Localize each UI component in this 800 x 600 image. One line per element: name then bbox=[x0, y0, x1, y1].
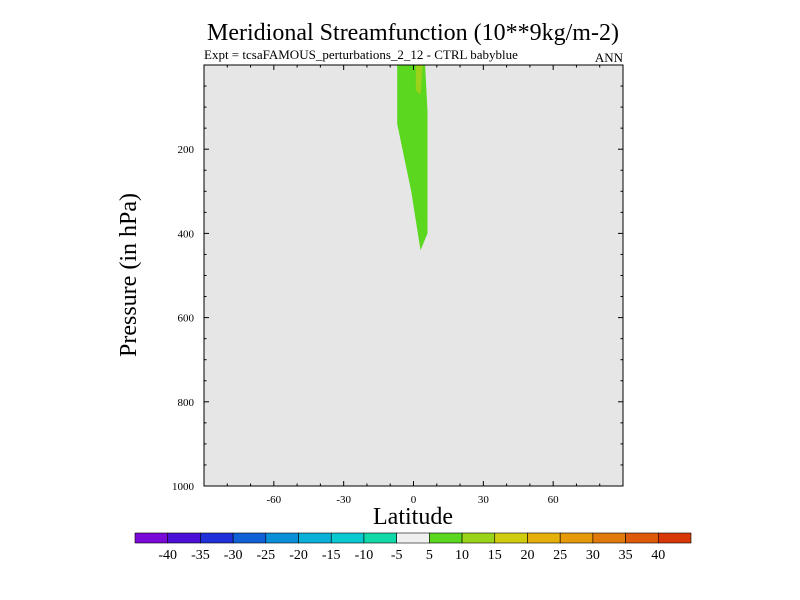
x-tick-label: 60 bbox=[548, 494, 560, 506]
colorbar-label: 40 bbox=[651, 548, 665, 563]
colorbar-label: 30 bbox=[586, 548, 600, 563]
chart-title: Meridional Streamfunction (10**9kg/m-2) bbox=[207, 20, 619, 46]
colorbar-swatch bbox=[429, 532, 463, 544]
contour-regions bbox=[397, 65, 428, 251]
colorbar-label: -10 bbox=[355, 548, 374, 563]
contour-10-to-15 bbox=[415, 65, 423, 95]
colorbar-swatch bbox=[232, 532, 267, 544]
colorbar-swatch bbox=[134, 532, 169, 544]
colorbar-label: 5 bbox=[426, 548, 433, 563]
colorbar-swatch bbox=[330, 532, 365, 544]
x-tick-label: -60 bbox=[266, 494, 281, 506]
x-axis-label: Latitude bbox=[373, 504, 453, 530]
colorbar-swatch bbox=[200, 532, 234, 544]
colorbar-swatch bbox=[657, 532, 692, 544]
colorbar-swatch bbox=[592, 532, 626, 544]
colorbar-swatch bbox=[363, 532, 397, 544]
y-tick-label: 1000 bbox=[172, 481, 195, 493]
y-tick-label: 600 bbox=[178, 313, 195, 325]
colorbar-swatch bbox=[396, 532, 430, 544]
colorbar-swatch bbox=[298, 532, 332, 544]
colorbar-label: 15 bbox=[488, 548, 502, 563]
colorbar-label: -5 bbox=[391, 548, 403, 563]
colorbar: -40 -35 -30 -25 -20 -15 -10 -5 5 10 15 20 25 30 35 40 bbox=[134, 532, 692, 563]
colorbar-label: -25 bbox=[256, 548, 275, 563]
y-tick-label: 400 bbox=[178, 228, 195, 240]
chart-subtitle: Expt = tcsaFAMOUS_perturbations_2_12 - C… bbox=[204, 47, 518, 62]
colorbar-label: -40 bbox=[158, 548, 177, 563]
contour-5-to-10 bbox=[397, 65, 428, 251]
y-tick-label: 200 bbox=[178, 144, 195, 156]
x-tick-label: 30 bbox=[478, 494, 490, 506]
colorbar-swatch bbox=[461, 532, 496, 544]
colorbar-swatch bbox=[167, 532, 201, 544]
colorbar-label: -15 bbox=[322, 548, 341, 563]
colorbar-label: -30 bbox=[224, 548, 243, 563]
x-tick-label: 0 bbox=[411, 494, 417, 506]
colorbar-label: -20 bbox=[289, 548, 308, 563]
colorbar-label: 35 bbox=[619, 548, 633, 563]
y-tick-label: 800 bbox=[178, 397, 195, 409]
colorbar-swatch bbox=[559, 532, 594, 544]
colorbar-label: 25 bbox=[553, 548, 567, 563]
colorbar-label: -35 bbox=[191, 548, 210, 563]
colorbar-swatch bbox=[527, 532, 561, 544]
colorbar-swatch bbox=[625, 532, 659, 544]
colorbar-swatch bbox=[265, 532, 299, 544]
x-tick-label: -30 bbox=[336, 494, 351, 506]
colorbar-label: 10 bbox=[455, 548, 469, 563]
season-label: ANN bbox=[595, 50, 624, 65]
y-axis-label: Pressure (in hPa) bbox=[116, 193, 142, 357]
axis-ticks: -60 -30 0 30 60 200 400 600 800 1000 bbox=[172, 64, 624, 506]
colorbar-label: 20 bbox=[520, 548, 534, 563]
colorbar-swatch bbox=[494, 532, 528, 544]
